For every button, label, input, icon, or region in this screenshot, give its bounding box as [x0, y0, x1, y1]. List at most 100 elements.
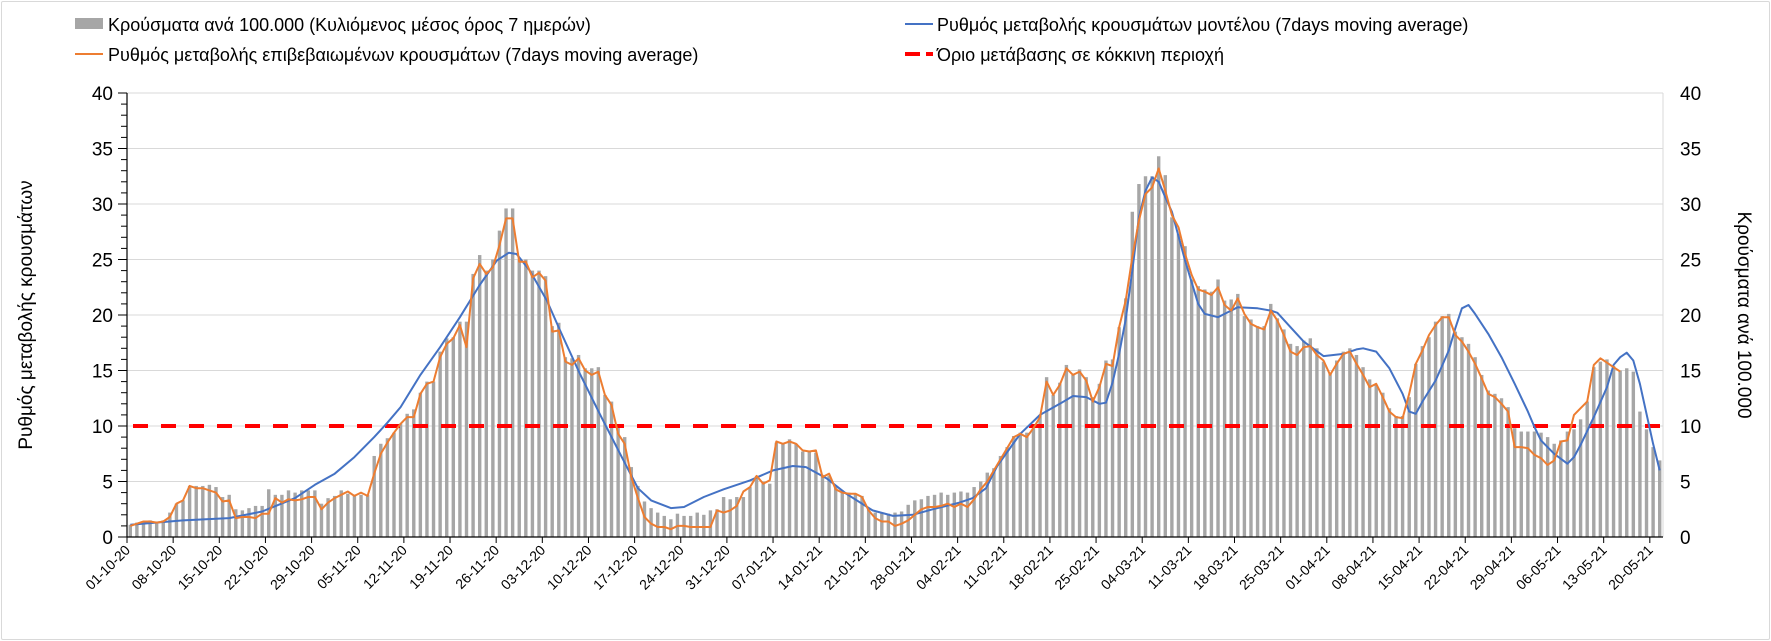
bar-cases [1427, 337, 1431, 537]
bar-cases [1348, 348, 1352, 537]
bar-cases [866, 508, 871, 537]
legend-label-confirmed: Ρυθμός μεταβολής επιβεβαιωμένων κρουσμάτ… [108, 45, 698, 65]
bar-cases [299, 490, 304, 537]
x-tick-label: 29-10-20 [267, 542, 318, 593]
bar-cases [721, 497, 726, 537]
x-tick-label: 25-03-21 [1236, 542, 1287, 593]
bar-cases [1539, 432, 1543, 537]
bar-cases [695, 512, 699, 537]
bar-cases [141, 521, 146, 537]
bar-cases [1361, 367, 1365, 537]
bar-cases [1394, 416, 1398, 537]
bar-cases [332, 495, 337, 537]
bar-cases [286, 490, 291, 537]
bar-cases [1453, 331, 1458, 537]
bar-cases [708, 510, 713, 537]
bar-cases [1150, 176, 1154, 537]
bar-cases [524, 259, 528, 537]
x-tick-label: 25-02-21 [1051, 542, 1102, 593]
bar-cases [445, 338, 449, 537]
bar-cases [154, 521, 159, 537]
bar-cases [926, 495, 930, 537]
bar-cases [1249, 319, 1253, 537]
bar-cases [346, 493, 350, 537]
bar-cases [1572, 429, 1576, 537]
bar-cases [1308, 338, 1313, 537]
bar-cases [510, 208, 515, 537]
x-tick-label: 26-11-20 [452, 542, 502, 592]
bar-cases [1163, 175, 1167, 537]
bar-cases [194, 485, 198, 537]
bar-cases [458, 321, 462, 537]
bar-cases [425, 381, 429, 537]
bar-cases [1051, 394, 1055, 537]
x-tick-label: 21-01-21 [821, 542, 872, 593]
bar-cases [201, 485, 205, 537]
bar-cases [1341, 351, 1345, 537]
bar-cases [517, 259, 521, 537]
bar-cases [214, 487, 218, 537]
bar-cases [372, 455, 376, 537]
bar-cases [1631, 371, 1636, 537]
bar-cases [972, 487, 976, 537]
bar-cases [1282, 329, 1286, 537]
bar-cases [135, 522, 139, 537]
bar-cases [583, 368, 587, 537]
y-tick-label-right: 10 [1680, 417, 1701, 438]
x-tick-label: 05-11-20 [314, 542, 364, 592]
legend-label-cases: Κρούσματα ανά 100.000 (Κυλιόμενος μέσος … [108, 15, 591, 35]
bar-cases [939, 492, 943, 537]
bar-cases [1242, 316, 1247, 537]
bar-cases [550, 326, 554, 537]
bar-cases [1387, 408, 1392, 537]
bar-cases [932, 494, 937, 537]
bar-cases [438, 351, 442, 537]
bar-cases [1315, 348, 1319, 537]
x-tick-label: 11-02-21 [960, 542, 1010, 592]
bar-cases [1598, 361, 1603, 537]
bar-cases [642, 501, 647, 537]
y-tick-label-right: 20 [1680, 306, 1701, 327]
bar-cases [1559, 440, 1563, 537]
bar-cases [405, 413, 409, 537]
bar-cases [412, 409, 416, 537]
bar-cases [1420, 346, 1425, 537]
legend-swatch-cases [75, 18, 103, 29]
bar-cases [1585, 401, 1589, 537]
bar-cases [1407, 397, 1411, 537]
bar-cases [504, 208, 508, 537]
gridlines [127, 92, 1663, 482]
bar-cases [1196, 286, 1200, 537]
bar-cases [1618, 370, 1622, 537]
x-tick-label: 14-01-21 [774, 542, 825, 593]
bar-cases [1110, 359, 1115, 537]
bar-cases [853, 493, 858, 537]
x-tick-label: 07-01-21 [728, 542, 779, 593]
bar-cases [1400, 416, 1405, 537]
bar-cases [563, 357, 568, 537]
bar-cases [913, 500, 917, 537]
bar-cases [768, 483, 772, 537]
x-tick-label: 03-12-20 [497, 542, 548, 593]
bar-cases [787, 439, 792, 537]
line-series [129, 167, 1661, 531]
legend: Κρούσματα ανά 100.000 (Κυλιόμενος μέσος … [75, 15, 1468, 65]
x-tick-label: 22-10-20 [221, 542, 272, 593]
bar-cases [1031, 428, 1036, 537]
bar-cases [1130, 211, 1135, 537]
x-tick-label: 11-03-21 [1144, 542, 1194, 592]
bar-cases [886, 513, 891, 537]
bar-cases [557, 322, 561, 537]
bar-cases [1638, 411, 1642, 537]
bar-cases [1084, 377, 1088, 537]
bar-cases [946, 494, 950, 537]
bar-cases [220, 497, 225, 537]
bar-cases [1091, 397, 1095, 537]
bar-cases [260, 505, 264, 537]
bar-cases [1262, 326, 1266, 537]
bar-cases [227, 494, 231, 537]
bar-cases [1611, 366, 1616, 537]
bar-cases [187, 485, 192, 537]
bar-cases [477, 255, 482, 537]
